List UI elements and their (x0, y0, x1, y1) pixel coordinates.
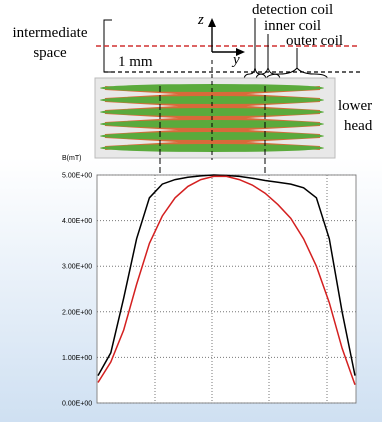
y-tick-label: 4.00E+00 (62, 218, 92, 225)
label-outer-coil: outer coil (286, 33, 343, 49)
label-inner-coil: inner coil (264, 18, 321, 34)
label-lower: lower (338, 98, 372, 114)
y-tick-label: 3.00E+00 (62, 264, 92, 271)
plot-area (96, 174, 357, 404)
label-distance: 1 mm (118, 54, 153, 70)
y-arrowhead (236, 48, 245, 56)
y-tick-label: 1.00E+00 (62, 355, 92, 362)
label-intermediate: intermediate (13, 25, 88, 41)
y-tick-label: 2.00E+00 (62, 309, 92, 316)
diagram: intermediate space 1 mm z y detection co… (13, 2, 373, 242)
label-detection-coil: detection coil (252, 2, 333, 18)
label-y: y (231, 52, 240, 68)
outer-coil-turn (100, 96, 324, 104)
label-space: space (33, 45, 67, 61)
y-axis-label: B(mT) (62, 155, 81, 162)
y-tick-label: 0.00E+00 (62, 401, 92, 408)
outer-coil-turn (100, 132, 324, 140)
series-line (97, 174, 356, 376)
y-tick-label: 5.00E+00 (62, 173, 92, 180)
chart: B(mT) 0.00E+00 1.00E+00 2.00E+00 3.00E+00 4.… (62, 155, 357, 408)
label-z: z (197, 12, 204, 28)
label-head: head (344, 118, 373, 134)
series-line (97, 175, 356, 386)
z-arrowhead (208, 18, 216, 27)
